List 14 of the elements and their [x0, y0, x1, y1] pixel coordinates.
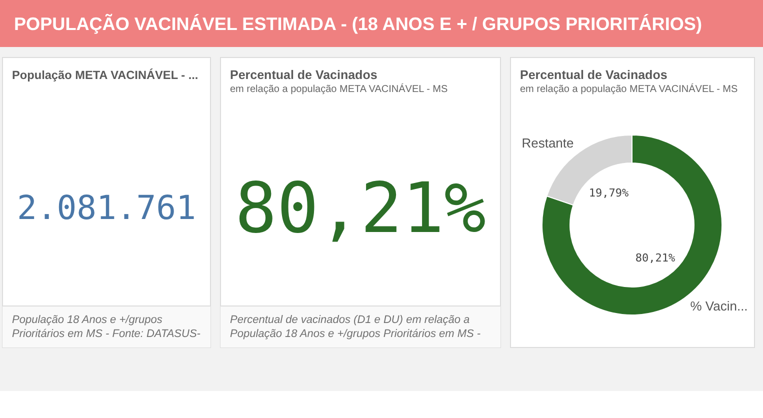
data-label: 19,79%: [588, 186, 629, 200]
text: POPULAÇÃO VACINÁVEL ESTIMADA - (18 ANOS E + / GRUPOS PRIORITÁRIOS): [14, 13, 702, 34]
data-label: 80,21%: [635, 252, 676, 265]
text: em relação a população META VACINÁVEL - MS: [230, 83, 448, 95]
text: População 18 Anos e +/grupos Prioritários em MS - Fonte: DATASUS-: [12, 314, 201, 340]
text: Percentual de Vacinados: [230, 68, 378, 82]
data-label: 80,21%: [235, 169, 486, 250]
text: População META VACINÁVEL - ...: [12, 68, 198, 82]
chart-subtitle: em relação a população META VACINÁVEL - MS: [520, 83, 738, 95]
data-label: 2.081.761: [17, 188, 196, 227]
slice-label: % Vacin...: [690, 298, 748, 314]
text: Percentual de vacinados (D1 e DU) em relação a População 18 Anos e +/grupos Prioritários em MS -: [230, 314, 481, 340]
slice-label: Restante: [522, 136, 574, 151]
chart-title: Percentual de Vacinados: [520, 68, 668, 82]
